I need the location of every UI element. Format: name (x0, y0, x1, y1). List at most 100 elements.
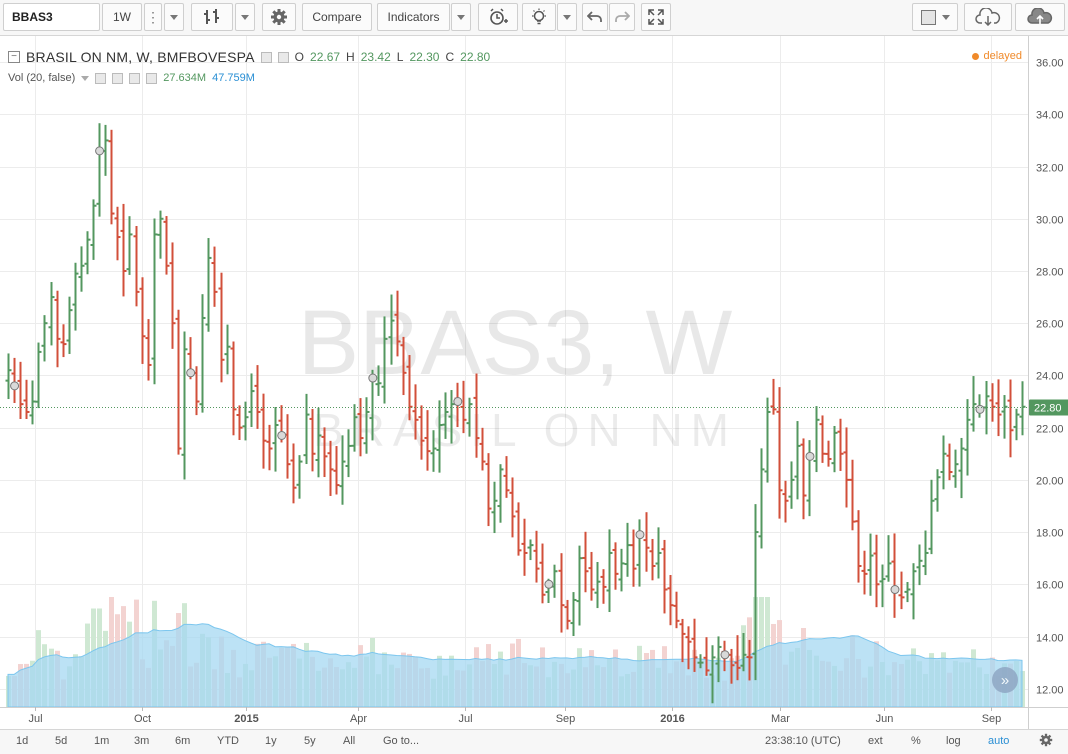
ohlc-bar (788, 461, 795, 509)
range-5y-button[interactable]: 5y (304, 735, 316, 747)
range-all-button[interactable]: All (343, 735, 356, 747)
legend-settings-icon[interactable] (277, 51, 289, 63)
open-label: O (294, 50, 305, 64)
ohlc-bar (309, 408, 316, 472)
ohlc-bar (898, 571, 905, 610)
range-ytd-button[interactable]: YTD (217, 735, 239, 747)
time-tick-label: Apr (350, 713, 367, 725)
volume-legend: Vol (20, false) 27.634M 47.759M (8, 72, 255, 84)
range-5d-button[interactable]: 5d (55, 735, 68, 747)
range-6m-button[interactable]: 6m (175, 735, 191, 747)
redo-button[interactable] (609, 3, 635, 31)
time-tick-label: Jul (28, 713, 42, 725)
compare-button[interactable]: Compare (302, 3, 372, 31)
save-chart-button[interactable] (1015, 3, 1065, 31)
volume-eye-icon[interactable] (95, 72, 107, 84)
volume-label: Vol (20, false) (8, 72, 76, 84)
load-chart-button[interactable] (964, 3, 1012, 31)
chevron-down-icon[interactable] (81, 75, 90, 81)
volume-remove-icon[interactable] (146, 72, 158, 84)
undo-button[interactable] (582, 3, 608, 31)
fullscreen-button[interactable] (641, 3, 671, 31)
compare-label: Compare (312, 10, 362, 24)
bottom-toolbar: 1d 5d 1m 3m 6m YTD 1y 5y All Go to... 23… (0, 729, 1068, 754)
chevron-down-icon (563, 14, 571, 20)
ohlc-bar (661, 539, 668, 614)
ohlc-bar (746, 639, 753, 681)
ohlc-bar (922, 530, 929, 576)
ohlc-bar (230, 341, 237, 436)
square-layout-icon (920, 9, 936, 25)
ohlc-bar (242, 401, 249, 441)
ohlc-bar (345, 429, 352, 478)
ohlc-bar (600, 569, 607, 604)
range-1y-button[interactable]: 1y (265, 735, 277, 747)
volume-value: 27.634M (163, 72, 207, 84)
event-marker (975, 404, 985, 414)
alert-button[interactable] (478, 3, 518, 31)
ohlc-bar (813, 406, 820, 473)
time-tick-label: Sep (982, 713, 1002, 725)
legend-eye-icon[interactable] (260, 51, 272, 63)
ohlc-bar (5, 353, 12, 400)
indicators-dropdown-button[interactable] (451, 3, 471, 31)
interval-dropdown-button[interactable] (164, 3, 184, 31)
symbol-search-input[interactable]: BBAS3 (3, 3, 100, 31)
percent-scale-toggle[interactable]: % (911, 735, 921, 747)
price-chart[interactable]: BBAS3, W BRASIL ON NM 36.00 34.00 32.00 30.… (0, 36, 1068, 729)
chart-style-dropdown-button[interactable] (235, 3, 255, 31)
extended-hours-toggle[interactable]: ext (868, 735, 883, 747)
ohlc-bar (643, 512, 650, 572)
ohlc-bar (23, 379, 30, 419)
interval-button[interactable]: 1W (102, 3, 142, 31)
series-title: BRASIL ON NM, W, BMFBOVESPA (26, 49, 255, 65)
volume-settings-icon[interactable] (112, 72, 124, 84)
ohlc-bar (879, 564, 886, 608)
ohlc-bar (837, 418, 844, 471)
event-marker (277, 430, 287, 440)
volume-add-icon[interactable] (129, 72, 141, 84)
ohlc-bar (734, 635, 741, 681)
chart-settings-icon[interactable] (1039, 733, 1053, 750)
ohlc-bar (649, 538, 656, 581)
goto-date-button[interactable]: Go to... (383, 735, 420, 747)
ideas-dropdown-button[interactable] (557, 3, 577, 31)
ohlc-bar (327, 440, 334, 496)
ohlc-bar (406, 355, 413, 421)
ohlc-bar (466, 397, 473, 437)
interval-more-button[interactable]: ⋮ (144, 3, 162, 31)
ohlc-bar (400, 336, 407, 396)
volume-ma-value: 47.759M (212, 72, 255, 84)
clock-time[interactable]: 23:38:10 (UTC) (765, 735, 841, 747)
ohlc-bar (296, 455, 303, 499)
ohlc-bar (831, 425, 838, 473)
chart-style-button[interactable] (191, 3, 233, 31)
delayed-badge[interactable]: delayed (972, 50, 1022, 62)
scroll-to-realtime-button[interactable]: » (992, 667, 1018, 693)
ohlc-bar (254, 365, 261, 429)
indicators-button[interactable]: Indicators (377, 3, 450, 31)
range-3m-button[interactable]: 3m (134, 735, 150, 747)
log-scale-toggle[interactable]: log (946, 735, 961, 747)
ohlc-bar (709, 645, 716, 704)
close-label: C (445, 50, 455, 64)
ohlc-bar (436, 400, 443, 473)
chart-area[interactable]: BBAS3, W BRASIL ON NM 36.00 34.00 32.00 30.… (0, 36, 1068, 729)
collapse-icon[interactable]: − (8, 51, 20, 63)
lightbulb-icon (530, 8, 548, 26)
ohlc-bar (691, 618, 698, 672)
last-price-tag: 22.80 (1029, 399, 1068, 416)
settings-button[interactable] (262, 3, 296, 31)
ohlc-bar (90, 199, 97, 260)
auto-scale-toggle[interactable]: auto (988, 735, 1010, 747)
ohlc-bar (606, 529, 613, 612)
ohlc-bar (594, 561, 601, 609)
ohlc-bar (66, 296, 73, 354)
event-marker (544, 579, 554, 589)
ohlc-bar (394, 290, 401, 357)
range-1m-button[interactable]: 1m (94, 735, 110, 747)
event-marker (805, 451, 815, 461)
layout-button[interactable] (912, 3, 958, 31)
ideas-button[interactable] (522, 3, 556, 31)
range-1d-button[interactable]: 1d (16, 735, 29, 747)
